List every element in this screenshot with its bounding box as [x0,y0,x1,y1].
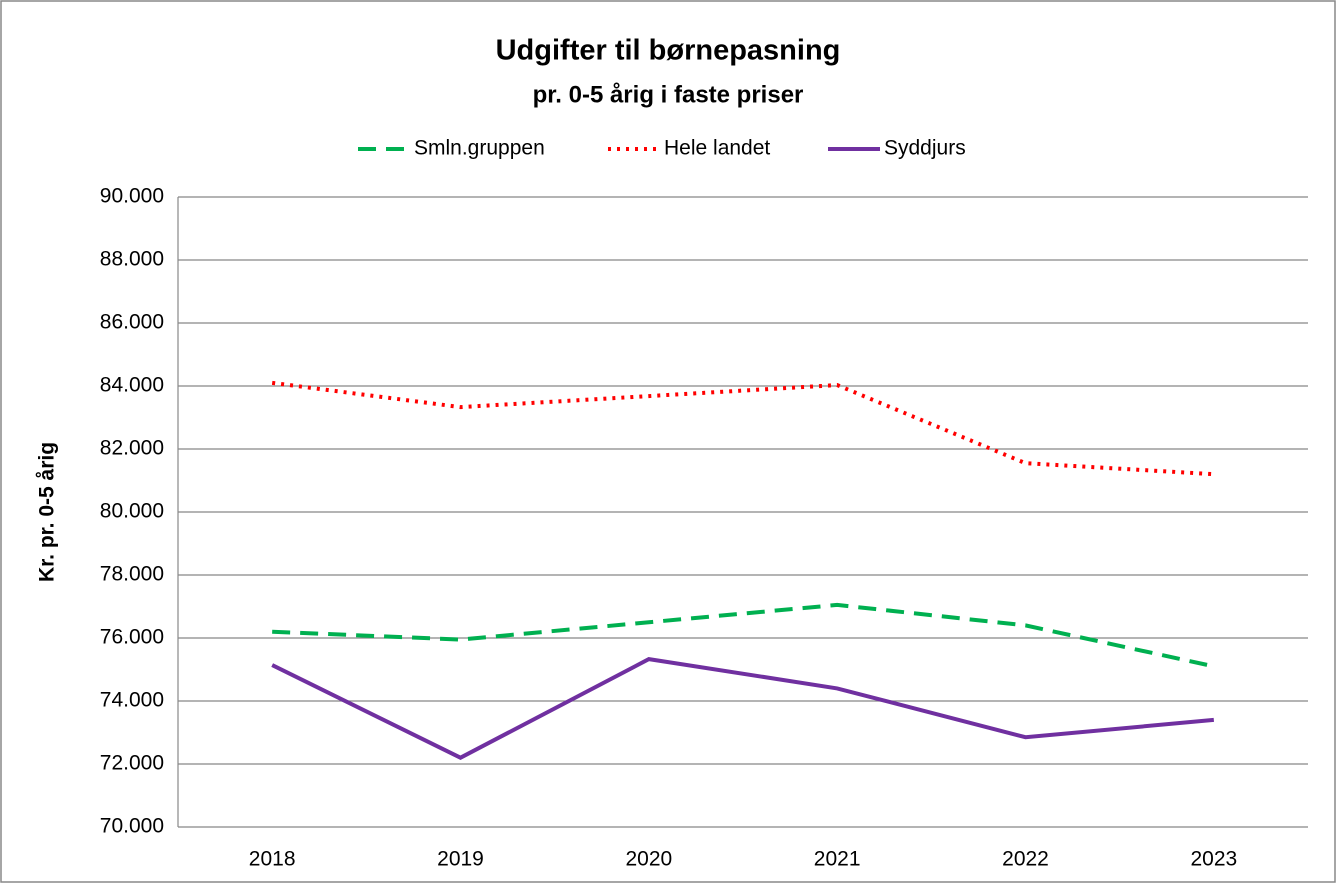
y-tick-label: 86.000 [100,311,164,334]
y-tick-label: 80.000 [100,500,164,523]
y-axis-label: Kr. pr. 0-5 årig [36,442,59,582]
series-line [272,602,1215,669]
y-tick-label: 82.000 [100,437,164,460]
series-line [271,657,1215,760]
x-tick-label: 2021 [814,848,861,871]
legend-label: Smln.gruppen [414,137,545,160]
chart-title: Udgifter til børnepasning [496,35,841,67]
y-tick-label: 72.000 [100,752,164,775]
x-tick-label: 2023 [1190,848,1237,871]
y-tick-label: 70.000 [100,815,164,838]
x-tick-label: 2019 [437,848,484,871]
y-tick-label: 88.000 [100,248,164,271]
y-tick-label: 78.000 [100,563,164,586]
series-line [271,380,1214,477]
y-tick-label: 90.000 [100,185,164,208]
x-tick-label: 2020 [625,848,672,871]
chart-subtitle: pr. 0-5 årig i faste priser [533,81,804,108]
x-tick-label: 2018 [249,848,296,871]
y-tick-label: 76.000 [100,626,164,649]
y-tick-label: 84.000 [100,374,164,397]
legend-label: Syddjurs [884,137,966,160]
legend-label: Hele landet [664,137,770,160]
y-tick-label: 74.000 [100,689,164,712]
x-tick-label: 2022 [1002,848,1049,871]
